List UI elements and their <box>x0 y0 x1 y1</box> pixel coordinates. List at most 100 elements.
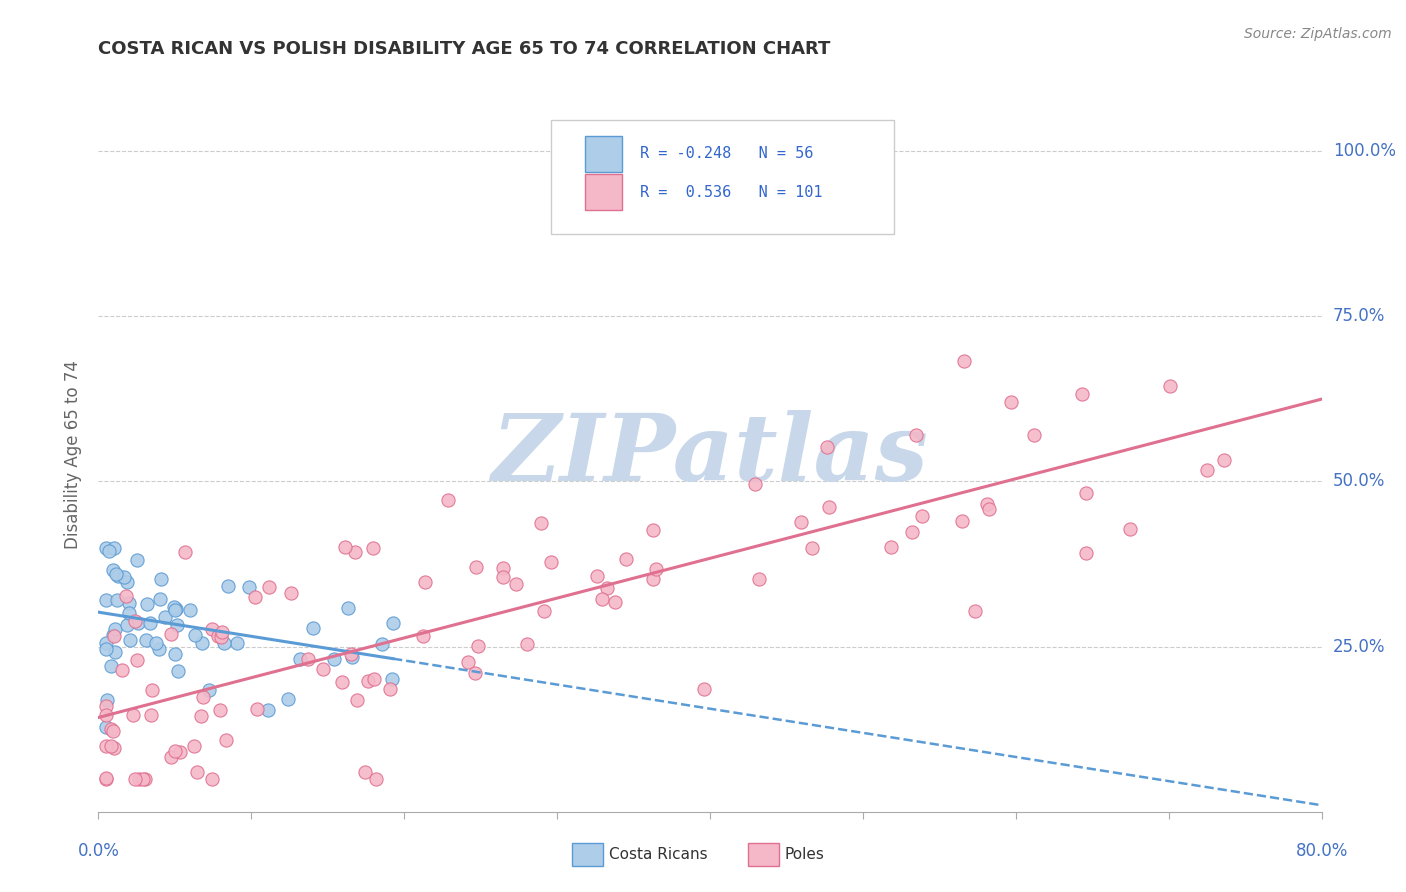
Point <box>1119 522 1142 536</box>
Point <box>963 605 986 619</box>
Point <box>256 703 278 717</box>
Point <box>378 682 401 697</box>
Point <box>280 585 302 599</box>
Text: 80.0%: 80.0% <box>1295 842 1348 860</box>
Point <box>125 553 148 567</box>
Text: 25.0%: 25.0% <box>1333 638 1385 656</box>
Point <box>591 592 613 607</box>
Point <box>257 580 280 594</box>
Point <box>201 772 224 786</box>
Point <box>491 570 513 584</box>
Point <box>135 632 157 647</box>
Point <box>643 523 665 537</box>
Text: 50.0%: 50.0% <box>1333 473 1385 491</box>
Point <box>209 703 232 717</box>
Point <box>138 615 160 630</box>
Text: 0.0%: 0.0% <box>77 842 120 860</box>
Point <box>134 772 156 786</box>
Point <box>94 771 117 785</box>
Point <box>505 577 527 591</box>
Point <box>614 552 637 566</box>
Point <box>243 590 266 604</box>
Point <box>238 581 260 595</box>
Point <box>117 618 139 632</box>
Point <box>198 683 221 698</box>
Point <box>125 653 148 667</box>
Point <box>340 650 363 665</box>
Point <box>167 664 190 678</box>
Point <box>530 516 553 531</box>
Text: Costa Ricans: Costa Ricans <box>609 847 707 862</box>
Point <box>901 525 924 540</box>
Point <box>790 515 813 529</box>
Point <box>297 652 319 666</box>
Text: 100.0%: 100.0% <box>1333 142 1396 160</box>
Point <box>104 644 127 658</box>
Point <box>207 629 229 643</box>
Text: 75.0%: 75.0% <box>1333 307 1385 326</box>
Point <box>100 722 122 736</box>
Point <box>540 555 562 569</box>
Point <box>115 589 138 603</box>
Point <box>464 666 486 681</box>
Point <box>211 624 233 639</box>
Text: R =  0.536   N = 101: R = 0.536 N = 101 <box>640 185 823 200</box>
Point <box>166 617 188 632</box>
Point <box>107 569 129 583</box>
Point <box>693 682 716 697</box>
Point <box>953 354 976 368</box>
Point <box>911 509 934 524</box>
Point <box>748 572 770 586</box>
Point <box>366 772 388 786</box>
Point <box>145 636 167 650</box>
Point <box>492 561 515 575</box>
Point <box>976 497 998 511</box>
Point <box>160 750 183 764</box>
Point <box>100 739 122 754</box>
Point <box>141 707 163 722</box>
Text: Poles: Poles <box>785 847 824 862</box>
Point <box>165 602 187 616</box>
Point <box>191 690 214 704</box>
Point <box>124 772 146 786</box>
Point <box>179 603 201 617</box>
Point <box>127 616 149 631</box>
Point <box>169 745 191 759</box>
Point <box>515 637 537 651</box>
Point <box>412 629 434 643</box>
Y-axis label: Disability Age 65 to 74: Disability Age 65 to 74 <box>65 360 83 549</box>
Point <box>148 641 170 656</box>
Point <box>128 772 150 786</box>
Point <box>104 622 127 636</box>
Point <box>361 541 384 555</box>
Point <box>333 540 356 554</box>
Point <box>1071 387 1094 401</box>
Point <box>174 545 197 559</box>
Point <box>645 562 668 576</box>
Point <box>98 544 121 558</box>
Point <box>94 720 117 734</box>
Point <box>337 601 360 615</box>
Point <box>94 636 117 650</box>
Point <box>111 664 134 678</box>
Point <box>191 635 214 649</box>
Point <box>165 744 187 758</box>
Point <box>105 593 128 607</box>
Point <box>118 633 141 648</box>
Point <box>112 570 135 584</box>
Point <box>217 579 239 593</box>
Point <box>801 541 824 556</box>
Point <box>96 693 118 707</box>
Point <box>330 675 353 690</box>
Point <box>124 614 146 628</box>
Point <box>117 575 139 590</box>
Point <box>643 572 665 586</box>
Point <box>457 655 479 669</box>
Point <box>467 640 489 654</box>
Point <box>160 626 183 640</box>
Point <box>118 607 141 621</box>
Point <box>103 629 125 643</box>
Point <box>122 708 145 723</box>
FancyBboxPatch shape <box>585 136 621 171</box>
Point <box>94 772 117 786</box>
